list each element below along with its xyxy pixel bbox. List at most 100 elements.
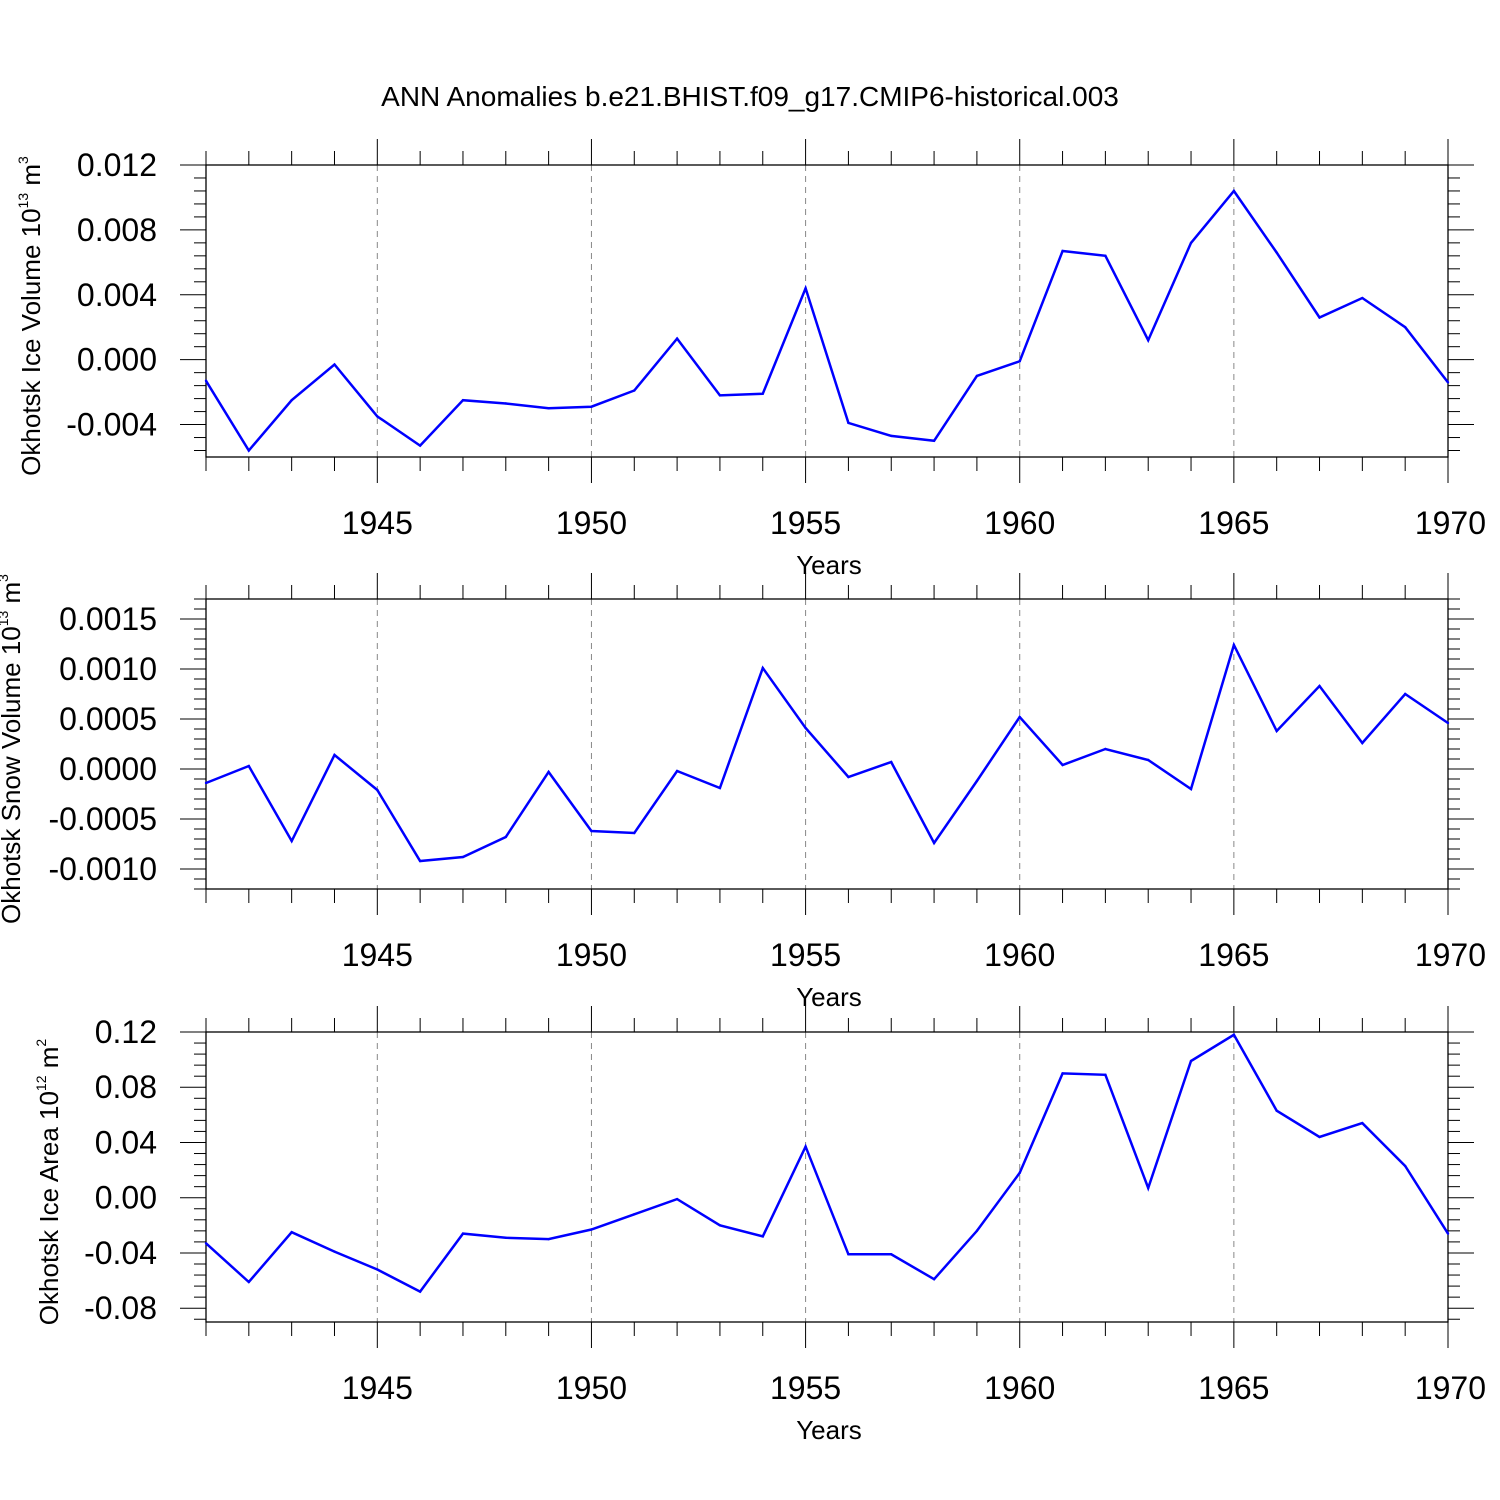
data-point [1361, 296, 1364, 300]
data-point [1147, 758, 1150, 762]
panel-1: 0.012 0.008 0.004 0.000 -0.004 1945 1950 1955 19… [15, 139, 1486, 580]
y-tick-label: -0.0005 [48, 801, 157, 837]
data-point [590, 1228, 593, 1231]
data-point [590, 829, 593, 833]
panels: 0.012 0.008 0.004 0.000 -0.004 1945 1950 1955 19… [0, 139, 1486, 1445]
data-point [547, 770, 550, 774]
data-point [504, 835, 507, 839]
y-axis-label: Okhotsk Ice Volume 1013 m3 [15, 156, 46, 476]
data-point [1232, 189, 1236, 193]
x-axis-label: Years [796, 550, 862, 580]
data-point [376, 415, 379, 418]
data-point [847, 775, 850, 779]
x-axis-label: Years [796, 1415, 862, 1445]
data-point [1318, 684, 1321, 688]
y-tick-label: 0.0015 [59, 601, 157, 637]
x-tick-label: 1965 [1198, 1370, 1269, 1406]
x-tick-label: 1950 [556, 1370, 627, 1406]
plot-frame [205, 164, 1449, 458]
data-point [247, 1280, 251, 1284]
data-point [804, 726, 807, 730]
y-tick-label: 0.0010 [59, 651, 157, 687]
data-point [1189, 241, 1193, 245]
data-point [1446, 1232, 1450, 1235]
data-point [1232, 643, 1236, 647]
data-point [376, 1268, 379, 1271]
y-tick-label: -0.004 [66, 407, 157, 443]
data-point [247, 764, 251, 768]
data-point [1189, 1059, 1193, 1063]
series-line [205, 1033, 1450, 1294]
x-tick-label: 1945 [342, 505, 413, 541]
data-point [333, 753, 336, 757]
data-point [247, 449, 251, 452]
y-tick-label: 0.0005 [59, 701, 157, 737]
data-point [1018, 360, 1021, 363]
data-point [675, 337, 679, 340]
data-point [675, 769, 679, 773]
data-point [633, 389, 636, 392]
data-point [1061, 249, 1064, 253]
y-tick-label: -0.08 [84, 1290, 157, 1326]
data-point [718, 786, 722, 790]
x-tick-label: 1965 [1198, 505, 1269, 541]
data-point [975, 1229, 979, 1233]
y-axis-label: Okhotsk Ice Area 1012 m2 [33, 1039, 64, 1326]
plot-frame [205, 598, 1449, 890]
x-tick-label: 1960 [984, 937, 1055, 973]
x-tick-label: 1965 [1198, 937, 1269, 973]
x-tick-label: 1950 [556, 505, 627, 541]
data-point [1061, 763, 1064, 767]
data-point [461, 399, 465, 402]
data-point [547, 1237, 550, 1241]
data-point [718, 1224, 722, 1227]
data-point [1104, 254, 1107, 258]
data-point [761, 666, 764, 670]
panel-2: 0.0015 0.0010 0.0005 0.0000 -0.0005 -0.0010 19… [0, 573, 1486, 1012]
data-point [1361, 741, 1364, 745]
data-point [418, 1290, 422, 1293]
data-point [1189, 787, 1193, 791]
data-point [975, 374, 979, 378]
data-point [290, 399, 293, 402]
data-point [847, 1253, 850, 1256]
y-tick-label: 0.008 [77, 212, 157, 248]
x-tick-label: 1960 [984, 505, 1055, 541]
data-point [376, 788, 379, 792]
data-point [1018, 715, 1021, 719]
data-point [418, 859, 422, 863]
x-tick-label: 1955 [770, 937, 841, 973]
x-tick-label: 1970 [1415, 505, 1486, 541]
data-point [1275, 1109, 1278, 1112]
data-point [675, 1197, 679, 1201]
y-tick-label: 0.00 [95, 1180, 157, 1216]
data-point [890, 434, 893, 438]
data-point [204, 379, 208, 382]
data-point [1318, 1135, 1321, 1139]
data-point [1061, 1072, 1064, 1075]
data-point [804, 1145, 807, 1148]
y-tick-label: 0.000 [77, 342, 157, 378]
y-tick-label: -0.04 [84, 1235, 157, 1271]
data-point [1104, 1073, 1107, 1077]
data-point [1446, 381, 1450, 384]
x-tick-label: 1945 [342, 1370, 413, 1406]
x-tick-label: 1960 [984, 1370, 1055, 1406]
x-tick-label: 1945 [342, 937, 413, 973]
data-point [1403, 1164, 1407, 1168]
data-point [461, 855, 465, 859]
data-point [290, 839, 293, 843]
data-point [1275, 729, 1278, 733]
data-point [204, 1242, 208, 1245]
data-point [1018, 1171, 1021, 1175]
data-point [504, 1236, 507, 1239]
panel-3: 0.12 0.08 0.04 0.00 -0.04 -0.08 1945 1950 1955 19… [33, 1006, 1486, 1445]
data-point [718, 394, 722, 397]
data-point [932, 1277, 936, 1281]
data-point [333, 363, 336, 366]
data-point [290, 1231, 293, 1234]
data-point [932, 841, 936, 845]
data-point [761, 392, 764, 395]
data-point [333, 1250, 336, 1253]
